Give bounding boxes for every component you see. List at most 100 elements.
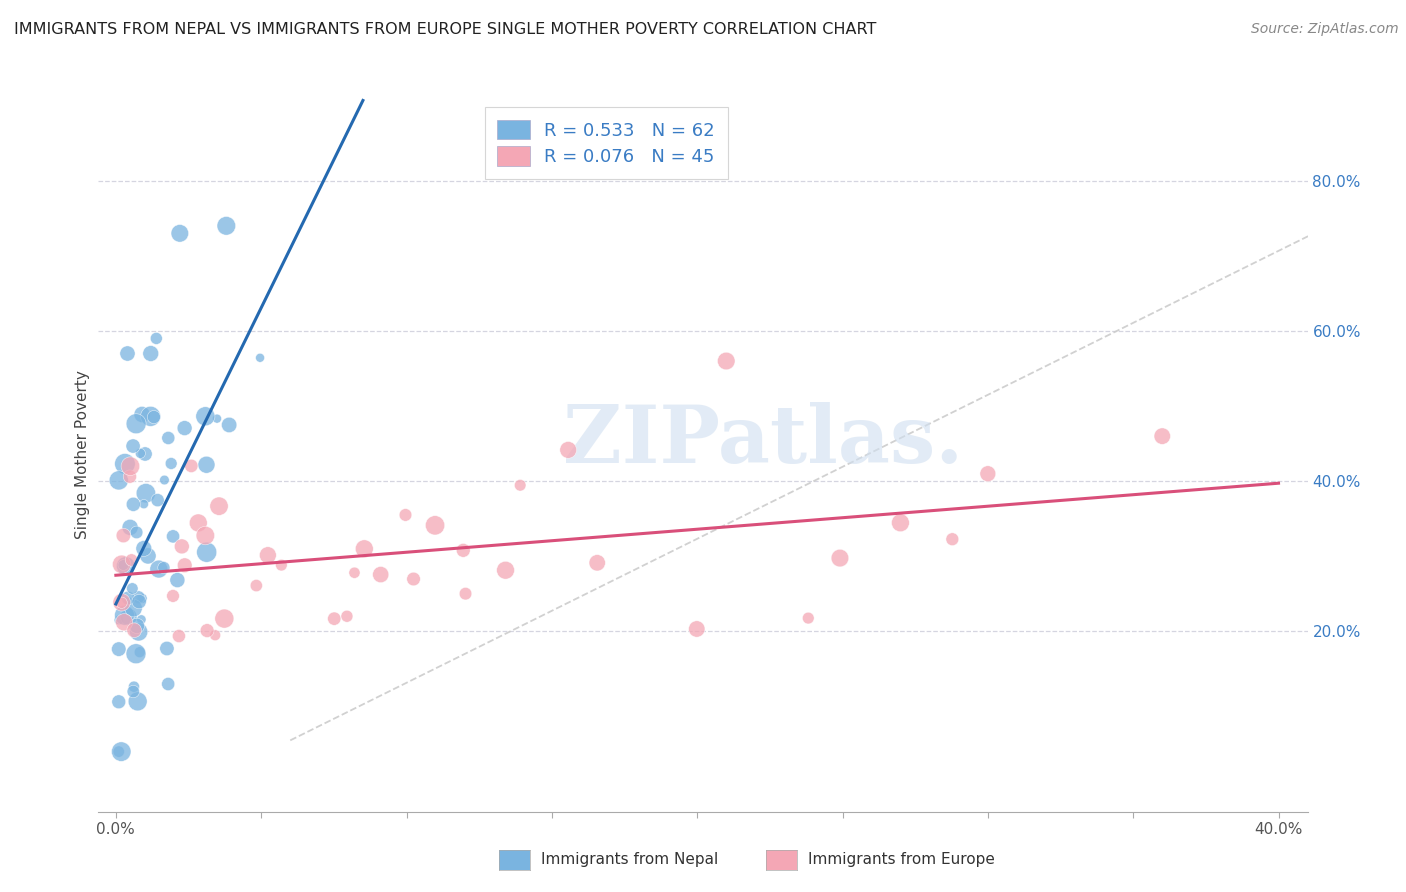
Point: [125, 619, 148, 633]
Point: [153, 560, 176, 574]
Point: [204, 628, 226, 642]
Point: [114, 608, 136, 623]
Point: [128, 645, 150, 659]
Point: [218, 417, 240, 432]
Point: [121, 553, 143, 567]
Point: [114, 559, 136, 574]
Point: [125, 647, 148, 661]
Point: [394, 508, 416, 522]
Point: [828, 551, 851, 566]
Point: [208, 499, 231, 513]
Point: [941, 532, 963, 546]
Point: [156, 641, 179, 656]
Point: [686, 622, 709, 636]
Point: [117, 346, 139, 360]
Point: [586, 556, 609, 570]
Point: [107, 642, 129, 657]
Point: [370, 567, 392, 582]
Point: [107, 695, 129, 709]
Point: [160, 457, 183, 471]
Point: [157, 431, 180, 445]
Point: [402, 572, 425, 586]
Point: [257, 548, 280, 562]
Point: [136, 549, 159, 563]
Point: [454, 587, 477, 601]
Point: [120, 520, 142, 534]
Point: [353, 541, 375, 556]
Point: [121, 582, 143, 596]
Point: [129, 446, 152, 460]
Point: [173, 421, 195, 435]
Point: [122, 684, 145, 698]
Point: [215, 219, 238, 233]
Point: [557, 442, 579, 457]
Point: [112, 528, 135, 542]
Point: [120, 459, 142, 474]
Point: [112, 558, 135, 572]
Y-axis label: Single Mother Poverty: Single Mother Poverty: [75, 370, 90, 540]
Point: [118, 469, 141, 483]
Point: [139, 346, 162, 360]
Point: [148, 562, 170, 576]
Point: [125, 417, 148, 431]
Point: [128, 594, 150, 608]
Point: [509, 478, 531, 492]
Point: [173, 558, 195, 573]
Point: [142, 410, 165, 425]
Point: [131, 408, 153, 422]
Point: [112, 615, 135, 630]
Point: [245, 578, 267, 592]
Text: Source: ZipAtlas.com: Source: ZipAtlas.com: [1251, 22, 1399, 37]
Point: [187, 516, 209, 530]
Point: [205, 411, 228, 425]
Text: IMMIGRANTS FROM NEPAL VS IMMIGRANTS FROM EUROPE SINGLE MOTHER POVERTY CORRELATIO: IMMIGRANTS FROM NEPAL VS IMMIGRANTS FROM…: [14, 22, 876, 37]
Text: ZIPatlas.: ZIPatlas.: [564, 401, 963, 480]
Point: [111, 558, 134, 572]
Point: [135, 486, 157, 500]
Text: Immigrants from Europe: Immigrants from Europe: [808, 853, 995, 867]
Point: [122, 601, 145, 615]
Point: [343, 566, 366, 580]
Point: [797, 611, 820, 625]
Point: [194, 528, 217, 542]
Point: [122, 680, 145, 694]
Point: [145, 331, 167, 345]
Point: [1152, 429, 1174, 443]
Point: [249, 351, 271, 365]
Point: [107, 474, 129, 488]
Point: [323, 612, 346, 626]
Point: [146, 493, 169, 508]
Point: [977, 467, 1000, 481]
Point: [132, 497, 155, 511]
Point: [166, 573, 188, 587]
Point: [117, 591, 139, 605]
Point: [195, 458, 218, 472]
Point: [451, 543, 474, 558]
Point: [716, 354, 738, 368]
Point: [194, 409, 217, 424]
Point: [169, 227, 191, 241]
Point: [111, 595, 134, 609]
Point: [128, 590, 150, 604]
Point: [110, 745, 132, 759]
Point: [111, 596, 134, 610]
Point: [127, 694, 149, 708]
Point: [162, 529, 184, 543]
Point: [157, 677, 180, 691]
Point: [214, 611, 236, 625]
Point: [180, 458, 202, 473]
Point: [117, 594, 139, 608]
Point: [114, 457, 136, 471]
Point: [108, 613, 131, 627]
Point: [118, 610, 141, 624]
Point: [132, 541, 155, 556]
Point: [270, 558, 292, 573]
Point: [495, 563, 517, 577]
Point: [128, 624, 150, 639]
Point: [195, 545, 218, 559]
Point: [423, 518, 446, 533]
Point: [195, 624, 218, 638]
Point: [889, 516, 911, 530]
Point: [122, 439, 145, 453]
Point: [134, 447, 156, 461]
